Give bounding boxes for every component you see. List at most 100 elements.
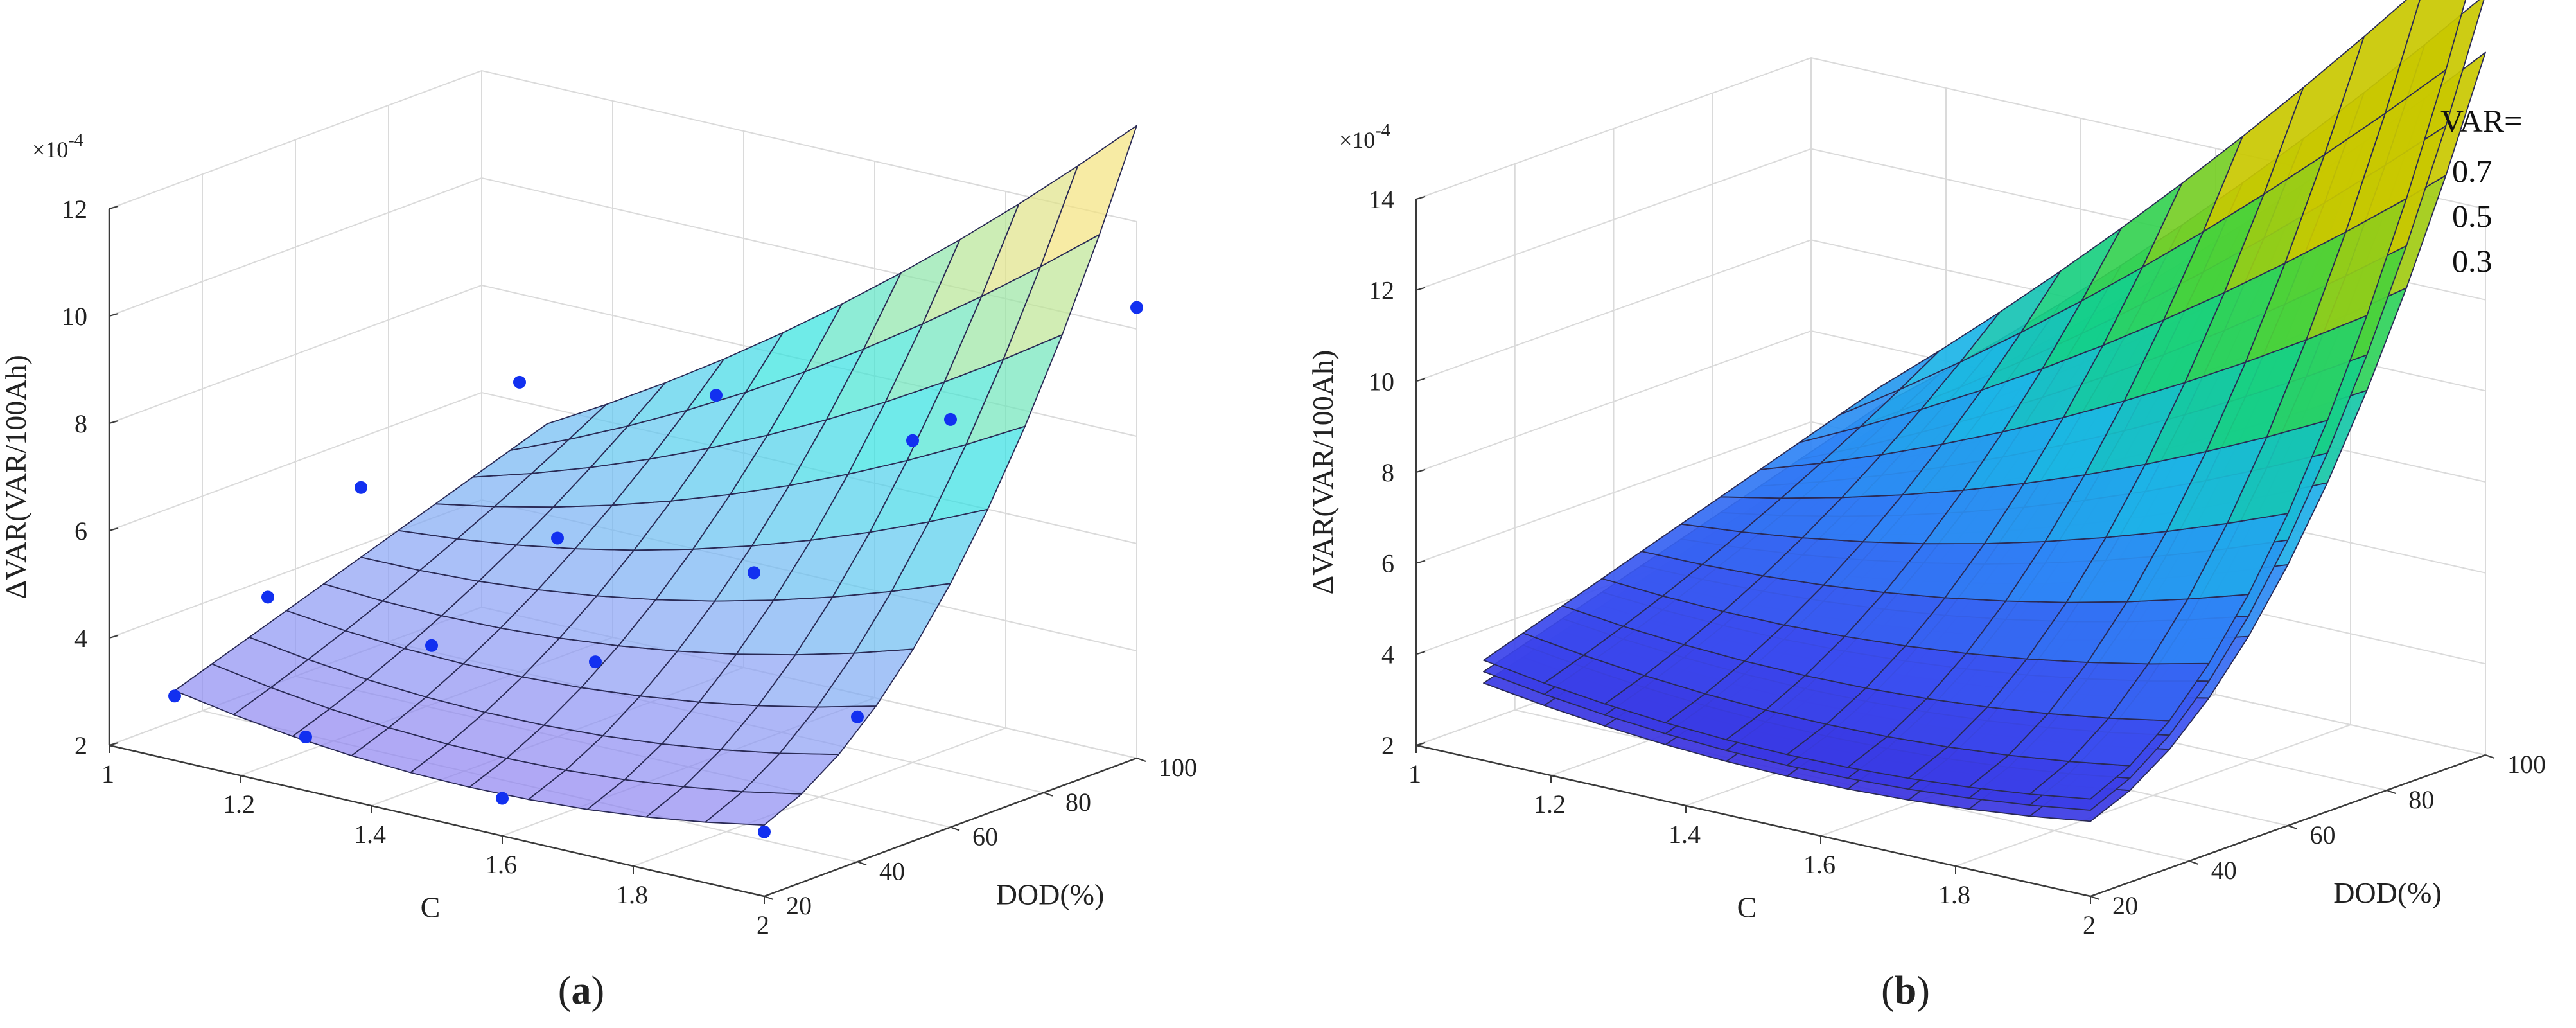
panel-a-data-point xyxy=(261,590,274,604)
panel-a-y-tick-label: 20 xyxy=(786,891,812,920)
caption-a: (a) xyxy=(558,969,604,1013)
panel-a-data-point xyxy=(496,792,509,805)
panel-a-z-tick xyxy=(109,635,119,639)
panel-a-y-tick-label: 40 xyxy=(879,856,905,885)
panel-a-data-point xyxy=(944,412,957,426)
panel-a-z-exponent: ×10-4 xyxy=(32,130,83,163)
panel-b-y-tick xyxy=(2189,860,2199,865)
panel-a-x-tick-label: 1 xyxy=(101,759,114,788)
panel-a-surface-patch xyxy=(1040,125,1137,267)
panel-b-z-tick xyxy=(1415,287,1426,291)
panel-a-x-axis-label: C xyxy=(421,891,441,924)
panel-a-data-point xyxy=(906,434,919,447)
panel-a-y-tick xyxy=(764,896,774,900)
panel-b-y-axis-label: DOD(%) xyxy=(2333,876,2442,909)
panel-a-data-point xyxy=(168,689,181,703)
panel-a-x-tick-label: 1.8 xyxy=(616,880,648,909)
panel-a-x-tick-label: 1.2 xyxy=(223,790,255,819)
panel-a-data-point xyxy=(1130,301,1143,314)
panel-b-y-tick-label: 20 xyxy=(2112,891,2138,920)
panel-b-z-exponent-power: -4 xyxy=(1375,121,1390,141)
panel-b-z-tick-label: 4 xyxy=(1381,640,1394,669)
panel-b-x-axis-line xyxy=(1415,744,2091,898)
panel-a-y-tick-label: 60 xyxy=(972,822,998,851)
panel-b-y-tick-label: 60 xyxy=(2310,820,2336,849)
panel-b-y-tick xyxy=(2386,790,2396,794)
panel-b-x-axis-label: C xyxy=(1737,891,1757,924)
panel-b-z-tick xyxy=(1415,378,1426,382)
panel-a-data-point xyxy=(355,481,367,494)
caption-b: (b) xyxy=(1881,969,1930,1013)
panel-a-z-exponent-power: -4 xyxy=(68,130,83,150)
panel-a-z-tick xyxy=(109,420,119,424)
panel-a-z-tick-label: 12 xyxy=(62,195,87,224)
panel-a-z-tick-label: 2 xyxy=(74,731,87,760)
panel-a-data-points xyxy=(168,301,1143,838)
panel-a-y-tick-label: 100 xyxy=(1159,753,1197,782)
panel-a-z-tick xyxy=(109,313,119,317)
panel-a-x-axis-line xyxy=(109,744,765,898)
panel-a-z-tick-label: 10 xyxy=(62,302,87,331)
panel-a-data-point xyxy=(851,710,864,723)
panel-a-y-tick xyxy=(1136,758,1146,762)
panel-b-z-tick xyxy=(1415,560,1426,564)
panel-b-legend-entry: 0.5 xyxy=(2452,198,2493,234)
panel-b-z-tick-label: 8 xyxy=(1381,458,1394,487)
panel-a-data-point xyxy=(710,389,723,402)
panel-a-chart: 1 1.2 1.4 1.6 1.8 2 20 40 60 80 100 2 4 6 8 10 12 C DOD(%)… xyxy=(0,69,1197,939)
panel-a-grid-line xyxy=(109,69,1137,222)
panel-b-z-tick xyxy=(1415,196,1426,200)
panel-b-legend-title: VAR= xyxy=(2440,103,2522,139)
panel-a-data-point xyxy=(551,531,564,545)
panel-a-z-axis-label: ΔVAR(VAR/100Ah) xyxy=(0,355,32,599)
panel-a-data-point xyxy=(589,655,602,669)
panel-b-y-tick-label: 100 xyxy=(2507,750,2546,779)
panel-b-y-tick xyxy=(2485,754,2495,759)
panel-a-x-tick-label: 1.4 xyxy=(354,820,386,849)
panel-b-x-tick-label: 1 xyxy=(1408,759,1421,788)
panel-b-z-tick xyxy=(1415,651,1426,655)
panel-a-data-point xyxy=(748,566,760,580)
panel-b-z-axis-label: ΔVAR(VAR/100Ah) xyxy=(1306,350,1339,595)
panel-a-x-tick-label: 1.6 xyxy=(485,850,517,879)
panel-a-z-tick-label: 8 xyxy=(74,409,87,438)
panel-a-data-point xyxy=(513,375,526,389)
panel-a-z-tick xyxy=(109,742,119,746)
panel-b-z-tick xyxy=(1415,469,1426,473)
panel-a-surface xyxy=(174,125,1137,826)
panel-a-z-tick-label: 6 xyxy=(74,517,87,545)
panel-a-x-tick-label: 2 xyxy=(757,910,769,939)
panel-a-y-tick xyxy=(857,861,867,866)
panel-b-legend: VAR= 0.7 0.5 0.3 xyxy=(2440,103,2522,279)
panel-b-surface-0-7-patch xyxy=(2324,0,2421,155)
panel-b-x-tick-label: 1.6 xyxy=(1803,850,1836,879)
panel-a-y-axis-label: DOD(%) xyxy=(996,878,1105,911)
panel-b-surface-0-7 xyxy=(1483,0,2466,800)
panel-b-legend-entry: 0.3 xyxy=(2452,243,2493,279)
panel-b-surface-0-7-patch xyxy=(2385,0,2466,114)
panel-a-z-tick-label: 4 xyxy=(74,624,87,653)
panel-b-y-tick xyxy=(2090,896,2100,900)
panel-a-z-tick xyxy=(109,206,119,209)
panel-b-chart: 1 1.2 1.4 1.6 1.8 2 20 40 60 80 100 2 4 6 8 10 12 14 C DOD(… xyxy=(1306,0,2546,939)
panel-b-y-tick xyxy=(2288,825,2297,829)
panel-a-y-tick xyxy=(950,826,960,831)
panel-a-data-point xyxy=(425,639,438,652)
panel-a-z-tick xyxy=(109,527,119,531)
panel-b-z-tick-label: 6 xyxy=(1381,549,1394,578)
panel-b-y-tick-label: 80 xyxy=(2408,785,2434,814)
panel-b-z-tick xyxy=(1415,742,1426,746)
panel-a-y-tick xyxy=(1043,792,1053,797)
panel-a-data-point xyxy=(299,731,312,743)
panel-b-z-tick-label: 2 xyxy=(1381,731,1394,760)
panel-b-z-tick-label: 12 xyxy=(1369,276,1394,305)
panel-b-legend-entry: 0.7 xyxy=(2452,153,2493,189)
panel-b-z-tick-label: 14 xyxy=(1369,185,1394,214)
panel-b-z-tick-label: 10 xyxy=(1369,367,1394,396)
panel-b-x-tick-label: 2 xyxy=(2083,910,2096,939)
panel-b-z-exponent: ×10-4 xyxy=(1339,121,1390,153)
panel-a-y-tick-label: 80 xyxy=(1065,788,1091,817)
panel-a-data-point xyxy=(758,825,771,838)
panel-b-x-tick-label: 1.8 xyxy=(1938,880,1970,909)
